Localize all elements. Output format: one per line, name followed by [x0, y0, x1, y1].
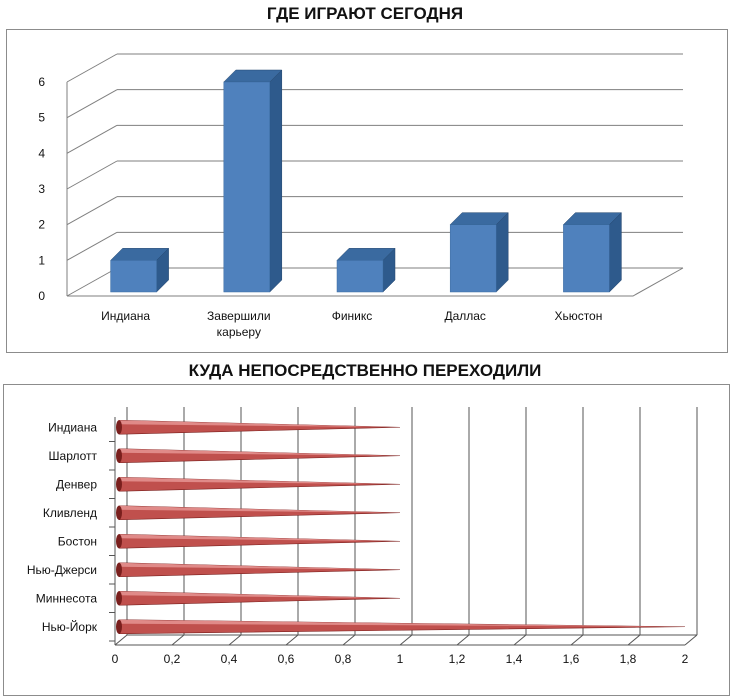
chart1-category-label: Хьюстон [554, 309, 602, 323]
chart1-grid-side [66, 231, 118, 261]
chart2-grid-floor [570, 634, 584, 646]
chart2-category-label: Нью-Йорк [42, 619, 98, 634]
chart1-bar-side [269, 69, 283, 293]
chart2-bar-base [116, 420, 122, 435]
chart2-xtick-label: 1,8 [620, 652, 637, 666]
chart2-xtick-label: 1,2 [449, 652, 466, 666]
chart1-frame: 0 1 2 3 4 5 6 Индиана Завершили карьеру Финикс Далл… [6, 29, 728, 353]
chart2-grid-floor [285, 634, 299, 646]
chart1-floor [67, 267, 684, 297]
chart1-grid-side [66, 160, 118, 190]
chart2-bar-highlight [119, 562, 400, 570]
chart1-category-label: Завершили [207, 309, 271, 323]
chart1-svg: 0 1 2 3 4 5 6 Индиана Завершили карьеру Финикс Далл… [38, 53, 684, 339]
chart1-ytick-label: 5 [38, 111, 45, 125]
chart1-bar-side [495, 212, 509, 293]
chart2-xtick-label: 0,2 [164, 652, 181, 666]
chart1-ytick-label: 1 [38, 253, 45, 267]
chart2-grid-floor [684, 634, 698, 646]
chart1-category-label: карьеру [217, 325, 261, 339]
chart2-bar-base [116, 505, 122, 520]
chart2-bar-highlight [119, 448, 400, 456]
chart2-category-label: Бостон [58, 534, 97, 548]
chart1-grid-side [66, 53, 118, 83]
chart2-bar-base [116, 562, 122, 577]
chart1-bar [110, 260, 157, 293]
chart1-ytick-label: 2 [38, 218, 45, 232]
chart2-xtick-label: 1,4 [506, 652, 523, 666]
chart1-bar [223, 81, 271, 293]
chart1-ytick-label: 6 [38, 75, 45, 89]
chart2-xtick-label: 0,4 [221, 652, 238, 666]
chart1-grid-side [66, 89, 118, 119]
chart2-category-label: Индиана [48, 420, 97, 434]
chart2-bar-base [116, 534, 122, 549]
chart2-bar-base [116, 591, 122, 606]
chart2-grid-floor [513, 634, 527, 646]
chart2-bar-highlight [119, 505, 400, 513]
chart1-category-label: Индиана [101, 309, 150, 323]
chart2-grid-floor [171, 634, 185, 646]
chart2-grid-floor [627, 634, 641, 646]
chart2-frame: 0 0,2 0,4 0,6 0,8 1 1,2 1,4 1,6 1,8 2 Индиана Шарлот… [3, 384, 730, 696]
chart1-bar [336, 260, 384, 293]
chart1-grid-side [66, 196, 118, 226]
chart2-category-label: Шарлотт [49, 449, 98, 463]
chart2-xtick-label: 1 [397, 652, 404, 666]
chart2-bar-base [116, 477, 122, 492]
chart2-grid-floor [228, 634, 242, 646]
chart2-grid-floor [114, 634, 128, 646]
chart2-bar-highlight [119, 420, 400, 428]
chart1-grid-side [66, 267, 118, 297]
chart2-svg: 0 0,2 0,4 0,6 0,8 1 1,2 1,4 1,6 1,8 2 Индиана Шарлот… [27, 407, 698, 666]
chart1-bar [449, 224, 497, 293]
chart2-category-label: Денвер [56, 477, 97, 491]
chart1-bar [563, 224, 610, 293]
chart2-grid-floor [399, 634, 413, 646]
chart2-xtick-label: 0,6 [278, 652, 295, 666]
chart1-title: ГДЕ ИГРАЮТ СЕГОДНЯ [266, 4, 464, 23]
chart2-bar-base [116, 448, 122, 463]
chart2-bar-highlight [119, 477, 400, 485]
chart2-bar-base [116, 619, 122, 634]
chart2-xtick-label: 1,6 [563, 652, 580, 666]
chart1-ytick-label: 0 [38, 289, 45, 303]
chart2-grid-floor [456, 634, 470, 646]
chart2-xtick-label: 0,8 [335, 652, 352, 666]
chart2-bar-highlight [119, 534, 400, 542]
chart2-category-label: Кливленд [43, 506, 97, 520]
chart1-category-label: Даллас [444, 309, 485, 323]
chart1-bar-side [609, 212, 622, 293]
chart1-ytick-label: 4 [38, 146, 45, 160]
chart2-category-label: Миннесота [36, 591, 98, 605]
chart1-grid-side [66, 124, 118, 154]
chart2-title: КУДА НЕПОСРЕДСТВЕННО ПЕРЕХОДИЛИ [188, 361, 542, 380]
chart2-xtick-label: 0 [112, 652, 119, 666]
chart1-category-label: Финикс [332, 309, 373, 323]
chart2-category-label: Нью-Джерси [27, 563, 97, 577]
chart1-ytick-label: 3 [38, 182, 45, 196]
chart2-grid-floor [342, 634, 356, 646]
chart2-xtick-label: 2 [682, 652, 689, 666]
chart2-bar-highlight [119, 591, 400, 599]
chart2-bar-highlight [119, 619, 685, 627]
